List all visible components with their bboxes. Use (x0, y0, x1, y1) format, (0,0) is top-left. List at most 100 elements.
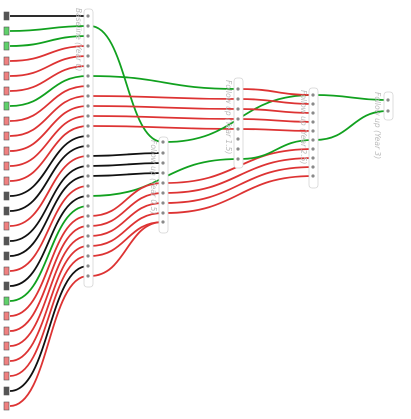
port-dot (386, 109, 390, 113)
flow-link-black (9, 135, 89, 197)
port-dot (86, 104, 90, 108)
source-node-black[interactable] (3, 386, 10, 396)
flow-link-green (9, 205, 89, 302)
port-dot (86, 154, 90, 158)
port-dot (161, 171, 165, 175)
flow-link-green (314, 94, 389, 101)
flow-link-red (9, 255, 89, 377)
flow-link-red (89, 212, 164, 247)
port-dot (161, 201, 165, 205)
source-node-red[interactable] (3, 371, 10, 381)
flow-link-green (9, 25, 89, 32)
source-node-red[interactable] (3, 161, 10, 171)
source-node-black[interactable] (3, 281, 10, 291)
source-node-red[interactable] (3, 266, 10, 276)
port-dot (86, 114, 90, 118)
source-node-green[interactable] (3, 26, 10, 36)
flow-link-red (89, 125, 239, 130)
source-node-black[interactable] (3, 236, 10, 246)
source-node-red[interactable] (3, 131, 10, 141)
port-dot (86, 134, 90, 138)
stage-bars-layer (83, 8, 394, 288)
flow-link-red (89, 182, 164, 217)
flow-link-red (89, 105, 239, 110)
source-node-green[interactable] (3, 296, 10, 306)
flow-link-red (9, 125, 89, 182)
source-node-red[interactable] (3, 176, 10, 186)
source-node-red[interactable] (3, 401, 10, 411)
port-dot (86, 264, 90, 268)
port-dot (86, 184, 90, 188)
port-dot (86, 274, 90, 278)
stage-label-baseline: Baseline (Year 0) (74, 8, 83, 71)
flow-link-red (9, 215, 89, 317)
flow-link-black (89, 152, 164, 157)
stage-label-year-1-5: Follow up (Year 1.5) (224, 80, 233, 154)
port-dot (311, 111, 315, 115)
flow-link-red (89, 95, 239, 100)
flow-link-red (239, 98, 314, 105)
links-layer (9, 15, 389, 407)
source-node-green[interactable] (3, 101, 10, 111)
flow-link-green (9, 75, 89, 107)
port-dot (311, 120, 315, 124)
flow-link-black (9, 145, 89, 212)
flow-link-red (9, 155, 89, 227)
flow-link-green (9, 35, 89, 47)
port-dot (86, 84, 90, 88)
port-dot (86, 174, 90, 178)
stage-bar-year-0-5[interactable] (158, 136, 169, 234)
source-nodes-layer (3, 11, 10, 411)
port-dot (86, 204, 90, 208)
source-node-red[interactable] (3, 356, 10, 366)
source-node-black[interactable] (3, 251, 10, 261)
flow-link-red (89, 202, 164, 237)
port-dot (86, 254, 90, 258)
port-dot (386, 98, 390, 102)
port-dot (86, 74, 90, 78)
source-node-black[interactable] (3, 191, 10, 201)
flow-link-red (9, 115, 89, 167)
source-node-red[interactable] (3, 56, 10, 66)
source-node-black[interactable] (3, 11, 10, 21)
port-dot (86, 194, 90, 198)
source-node-red[interactable] (3, 86, 10, 96)
port-dot (161, 191, 165, 195)
flow-link-green (89, 75, 239, 90)
port-dot (311, 147, 315, 151)
source-node-green[interactable] (3, 41, 10, 51)
port-dot (86, 54, 90, 58)
port-dot (86, 24, 90, 28)
flow-link-green (89, 25, 164, 143)
stage-bar-baseline[interactable] (83, 8, 94, 288)
source-node-red[interactable] (3, 71, 10, 81)
flow-link-red (164, 175, 314, 214)
source-node-red[interactable] (3, 146, 10, 156)
flow-link-red (164, 157, 314, 194)
flow-link-red (9, 185, 89, 272)
source-node-black[interactable] (3, 206, 10, 216)
flow-link-black (89, 162, 164, 167)
flow-link-red (239, 128, 314, 132)
port-dot (161, 220, 165, 224)
port-dot (86, 44, 90, 48)
port-dot (311, 102, 315, 106)
source-node-red[interactable] (3, 221, 10, 231)
port-dot (236, 107, 240, 111)
source-node-red[interactable] (3, 311, 10, 321)
flow-link-red (9, 95, 89, 137)
port-dot (86, 144, 90, 148)
port-dot (311, 174, 315, 178)
flow-link-red (89, 221, 164, 277)
stage-bar-year-1-5[interactable] (233, 77, 244, 169)
source-node-red[interactable] (3, 116, 10, 126)
port-dot (86, 94, 90, 98)
stage-bar-year-3[interactable] (383, 91, 394, 121)
source-node-red[interactable] (3, 326, 10, 336)
source-node-red[interactable] (3, 341, 10, 351)
flow-link-red (89, 221, 164, 257)
flow-link-black (89, 172, 164, 177)
stage-bar-year-2-5[interactable] (308, 87, 319, 189)
flow-link-red (9, 235, 89, 347)
port-dot (236, 127, 240, 131)
